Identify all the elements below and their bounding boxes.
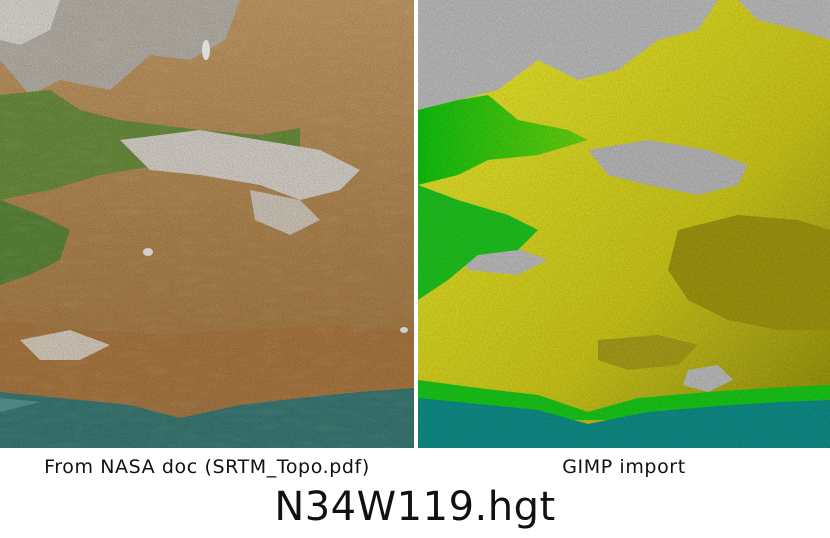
file-name-title: N34W119.hgt: [274, 484, 556, 530]
gimp-import-elevation-image: [418, 0, 830, 448]
left-panel-caption: From NASA doc (SRTM_Topo.pdf): [44, 456, 370, 478]
right-panel-caption: GIMP import: [562, 456, 686, 478]
nasa-shaded-relief-image: [0, 0, 414, 448]
